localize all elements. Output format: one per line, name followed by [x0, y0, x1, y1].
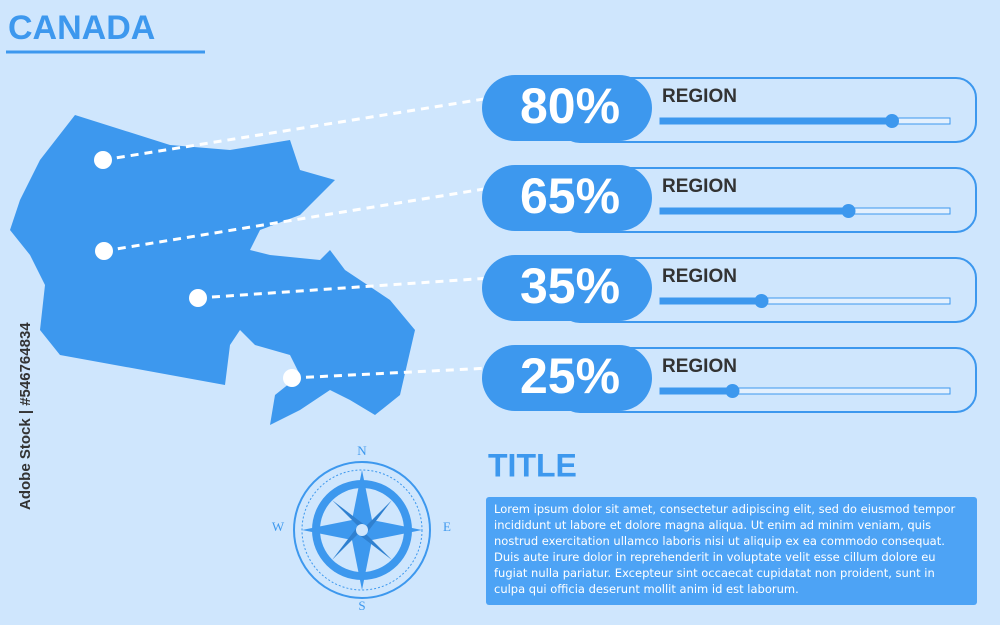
compass-east: E [443, 519, 451, 534]
slider-fill [660, 208, 849, 214]
slider-knob [885, 114, 899, 128]
region-percent: 35% [520, 258, 620, 314]
region-percent: 80% [520, 78, 620, 134]
region-name: REGION [662, 86, 737, 107]
compass-west: W [272, 519, 285, 534]
slider-fill [660, 388, 733, 394]
slider-fill [660, 118, 892, 124]
compass [293, 461, 431, 599]
connector [197, 276, 491, 300]
page-title: CANADA [8, 9, 155, 47]
connector [103, 186, 491, 253]
watermark: Adobe Stock | #546764834 [17, 322, 34, 510]
region-pill [482, 345, 652, 411]
region-pill [482, 165, 652, 231]
region-name: REGION [662, 266, 737, 287]
connector [102, 96, 491, 162]
compass-north: N [357, 443, 367, 458]
map-dot [94, 151, 112, 169]
canada-map [10, 115, 415, 425]
compass-south: S [358, 598, 365, 613]
slider-knob [754, 294, 769, 308]
map-dot [283, 369, 301, 387]
region-percent: 25% [520, 348, 620, 404]
connector [291, 366, 491, 380]
region-name: REGION [662, 176, 737, 197]
slider-knob [841, 204, 856, 218]
region-pill [482, 75, 652, 141]
info-text: Lorem ipsum dolor sit amet, consectetur … [486, 497, 977, 605]
info-title: TITLE [488, 447, 577, 483]
map-dot [189, 289, 207, 307]
region-percent: 65% [520, 168, 620, 224]
region-name: REGION [662, 356, 737, 377]
slider-fill [660, 298, 762, 304]
slider-knob [725, 384, 740, 398]
region-pill [482, 255, 652, 321]
map-dot [95, 242, 113, 260]
